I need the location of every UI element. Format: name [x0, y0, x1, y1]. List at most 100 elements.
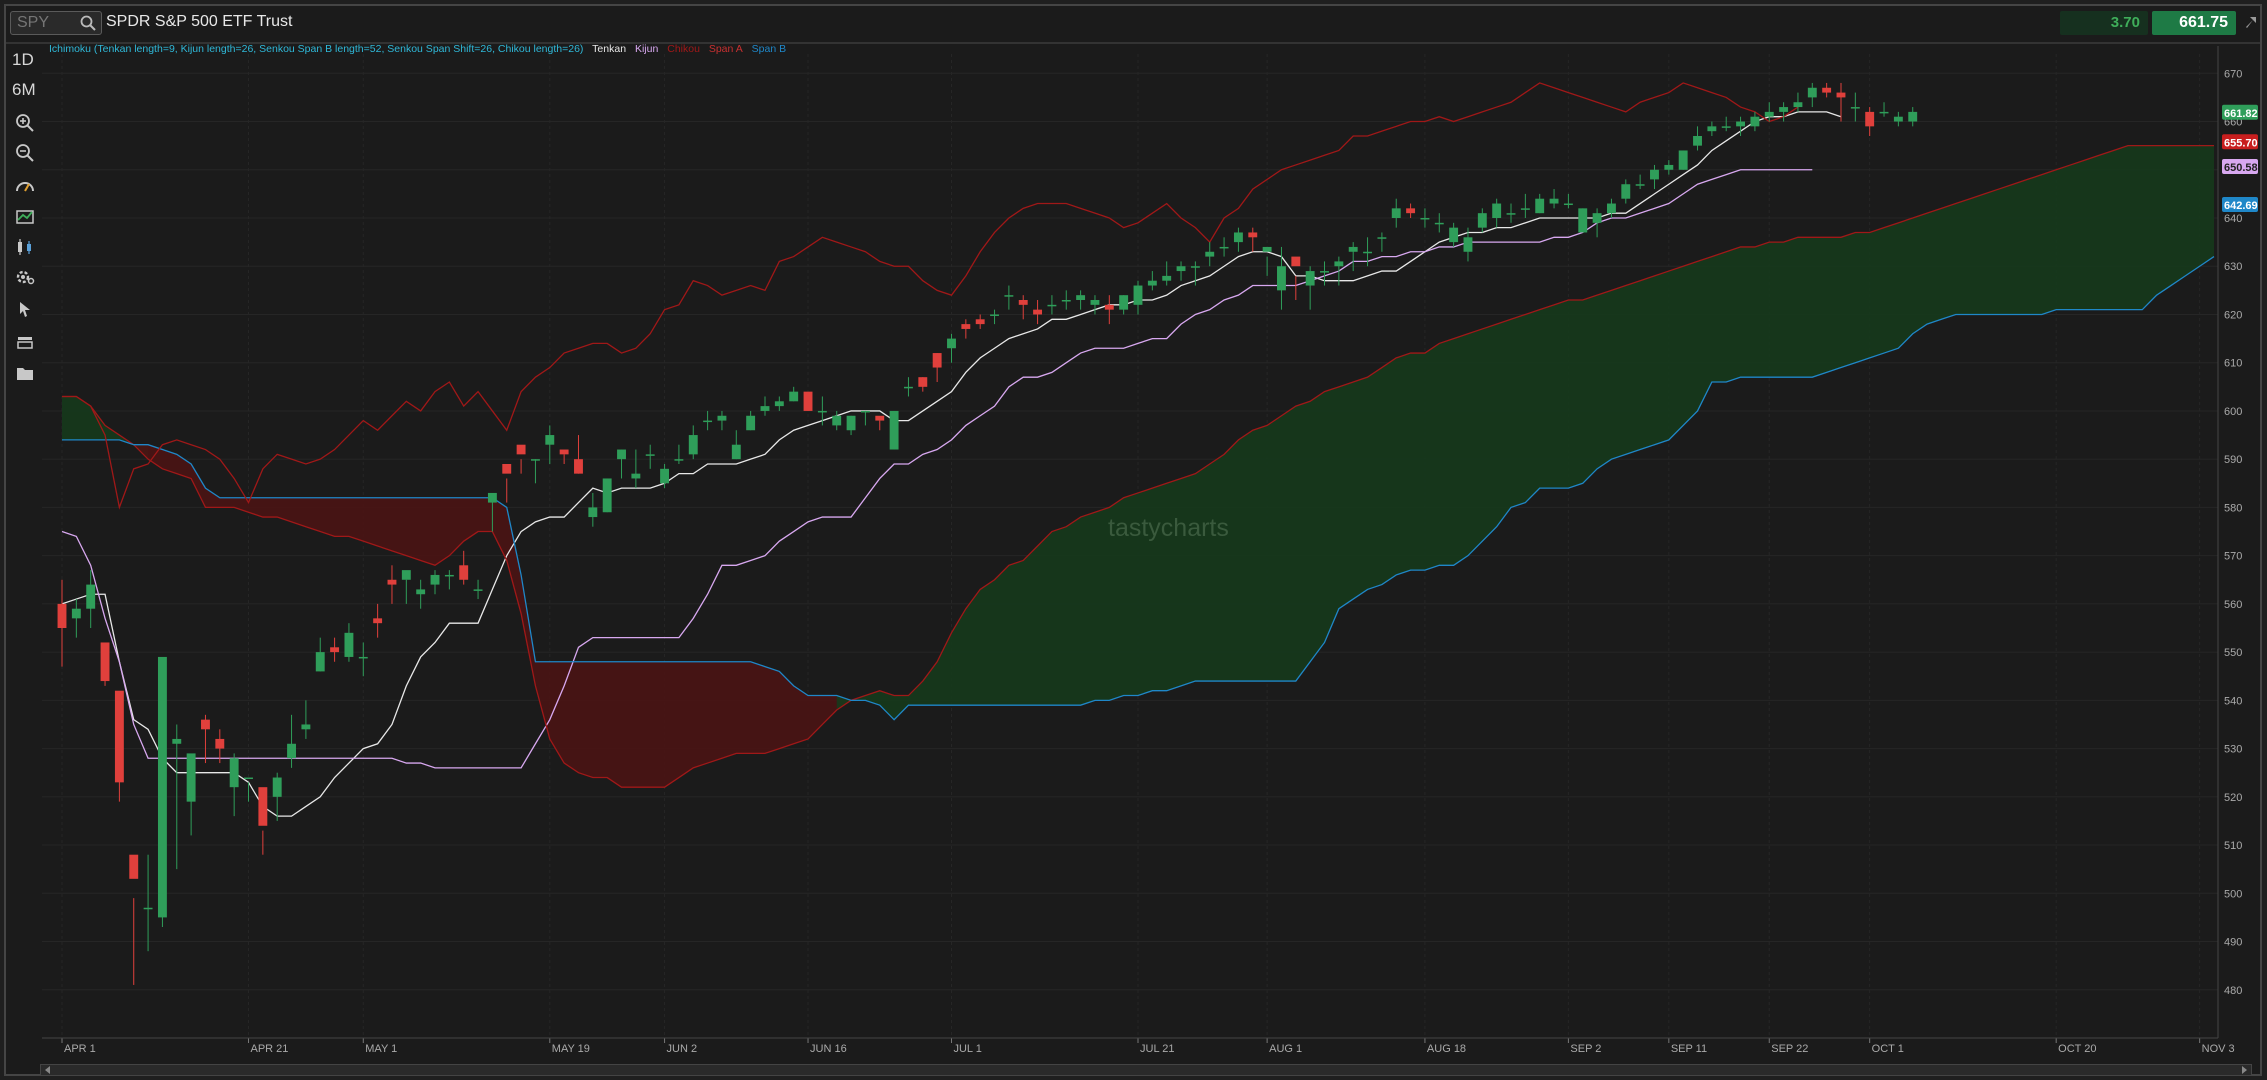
candle-body [961, 324, 971, 329]
search-icon[interactable] [79, 14, 97, 32]
legend-span-b: Span B [751, 43, 787, 55]
candle-body [315, 652, 325, 672]
net-change-badge: 3.70 [2060, 11, 2148, 35]
price-badge [2222, 104, 2258, 120]
series-chikou [62, 82, 1799, 510]
zoom-in-icon[interactable] [14, 112, 36, 134]
candle-body [789, 391, 799, 402]
candle-body [1721, 126, 1731, 128]
candle-body [502, 464, 512, 474]
candle-body [746, 415, 756, 431]
candle-body [1535, 198, 1545, 214]
candle-body [143, 907, 153, 910]
candle-body [717, 415, 727, 421]
chart-type-icon[interactable] [14, 236, 36, 258]
candle-body [559, 449, 569, 455]
candle-body [1650, 169, 1659, 180]
scroll-left-icon[interactable] [41, 1065, 55, 1075]
y-tick-label: 510 [2224, 840, 2242, 852]
candle-body [1606, 203, 1616, 214]
candle-body [100, 642, 110, 682]
candle-body [71, 608, 81, 619]
candle-body [1334, 261, 1344, 267]
candle-body [516, 444, 526, 455]
y-tick-label: 530 [2224, 744, 2242, 756]
y-tick-label: 570 [2224, 551, 2242, 563]
candle-body [1736, 121, 1746, 127]
candle-body [1893, 116, 1903, 122]
candle-body [688, 435, 698, 455]
candle-body [272, 777, 282, 797]
candle-body [1477, 213, 1487, 228]
candle-body [1434, 222, 1444, 225]
y-tick-label: 600 [2224, 406, 2242, 418]
interval-button[interactable]: 1D [12, 50, 34, 69]
indicators-icon[interactable] [14, 176, 36, 198]
candle-body [1750, 116, 1760, 127]
price-chart[interactable]: 480 490 500 510 520 530 540 550 560 570 580 590 600 6… [6, 6, 2264, 1078]
y-tick-label: 540 [2224, 695, 2242, 707]
candle-body [129, 854, 139, 879]
candle-body [1176, 266, 1186, 272]
candle-body [631, 473, 641, 479]
candle-body [1104, 304, 1114, 310]
candle-body [114, 690, 124, 783]
candle-body [1090, 300, 1100, 305]
candle-body [1018, 300, 1028, 305]
candle-body [487, 492, 497, 503]
legend-chikou: Chikou [667, 43, 700, 55]
x-tick-label: APR 1 [64, 1043, 96, 1055]
candle-body [1822, 87, 1832, 93]
candle-body [1549, 198, 1559, 204]
price-badge-label: 642.69 [2224, 200, 2258, 212]
candle-body [1693, 136, 1702, 146]
candle-body [990, 314, 999, 316]
settings-icon[interactable] [14, 266, 36, 288]
candle-body [875, 415, 885, 421]
candle-body [1764, 111, 1774, 117]
candle-body [1363, 251, 1372, 254]
study-legend[interactable]: Ichimoku (Tenkan length=9, Kijun length=… [49, 43, 792, 55]
watermark: tastycharts [1108, 514, 1229, 542]
x-tick-label: JUN 16 [810, 1043, 847, 1055]
price-badge [2222, 158, 2258, 174]
drawings-icon[interactable] [14, 206, 36, 228]
expand-icon[interactable] [2242, 13, 2260, 31]
last-price-value: 661.75 [2179, 14, 2228, 31]
candle-body [1807, 87, 1817, 98]
candle-body [244, 777, 253, 780]
legend-tenkan: Tenkan [592, 43, 627, 55]
horizontal-scrollbar[interactable] [40, 1064, 2252, 1076]
candle-body [1793, 102, 1803, 108]
candle-body [1147, 280, 1157, 286]
candle-body [1320, 271, 1329, 273]
candle-body [1133, 285, 1143, 305]
range-button[interactable]: 6M [12, 80, 36, 99]
candle-body [401, 570, 411, 580]
symbol-input[interactable] [11, 12, 83, 34]
x-tick-label: NOV 3 [2202, 1043, 2235, 1055]
cursor-icon[interactable] [14, 298, 36, 320]
candle-body [1664, 164, 1674, 170]
scroll-right-icon[interactable] [2237, 1065, 2251, 1075]
x-tick-label: AUG 18 [1427, 1043, 1466, 1055]
candle-body [530, 459, 540, 461]
candle-body [1707, 126, 1717, 132]
candle-body [918, 377, 928, 387]
candle-body [731, 444, 741, 460]
x-tick-label: OCT 1 [1872, 1043, 1904, 1055]
open-folder-icon[interactable] [14, 362, 36, 384]
zoom-out-icon[interactable] [14, 142, 36, 164]
y-tick-label: 520 [2224, 792, 2242, 804]
candle-body [186, 753, 196, 802]
candle-body [832, 415, 842, 426]
symbol-search-box[interactable] [10, 11, 102, 35]
candle-body [703, 420, 713, 423]
candle-body [1162, 275, 1172, 281]
candle-body [803, 391, 813, 411]
candle-body [1678, 150, 1688, 170]
templates-icon[interactable] [14, 332, 36, 354]
candle-body [1406, 208, 1416, 214]
candle-body [57, 603, 67, 628]
y-tick-label: 610 [2224, 358, 2242, 370]
